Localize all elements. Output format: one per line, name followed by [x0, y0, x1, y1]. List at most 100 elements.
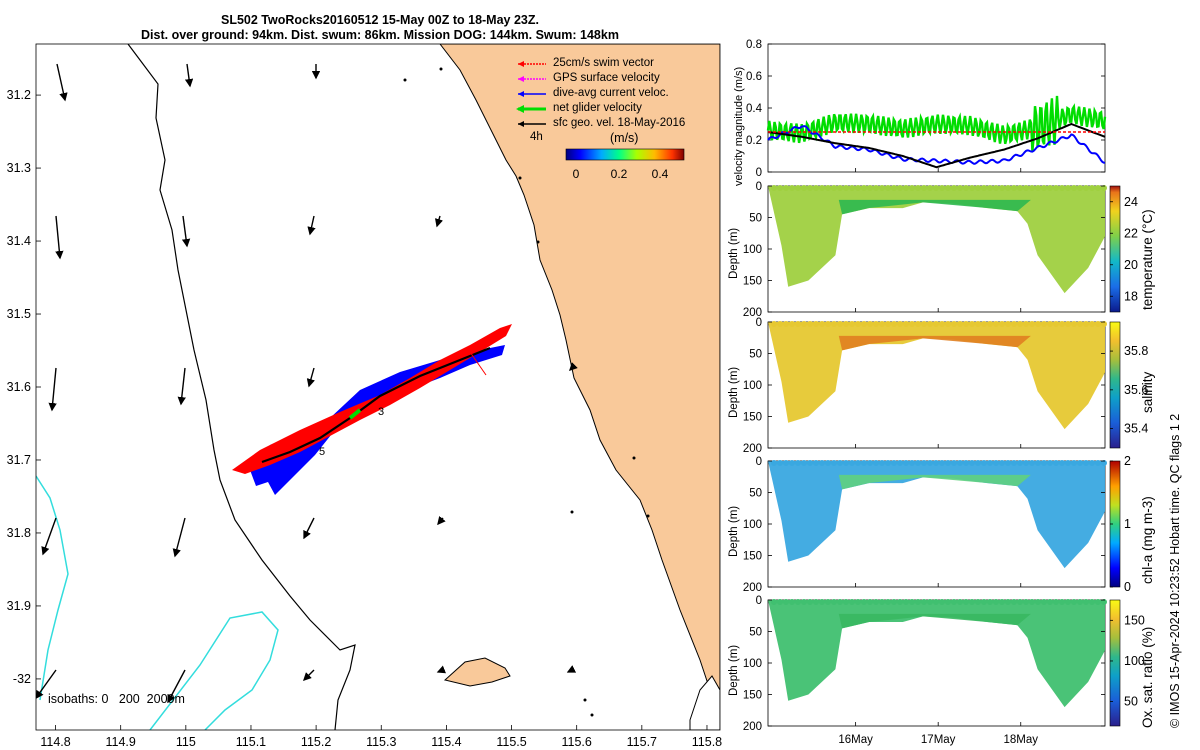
section-chl-surface-layer: [838, 474, 1031, 490]
section-ox-surface-layer: [838, 613, 1031, 629]
section-sal-y-tick-label: 100: [743, 380, 762, 392]
section-temp-colorbar: [1109, 185, 1121, 313]
map-x-tick-label: 115.7: [627, 735, 657, 749]
section-sal-cbar-tick-label: 35.8: [1124, 344, 1148, 358]
track-label-3: 3: [378, 406, 384, 418]
section-ox-y-tick-label: 50: [749, 627, 762, 639]
section-ox-cbar-tick-label: 100: [1124, 654, 1145, 668]
legend-swim-vector: 25cm/s swim vector: [553, 57, 654, 69]
map-y-tick-label: 31.2: [7, 88, 31, 102]
velocity-y-tick-label: 0.2: [746, 135, 762, 147]
dive-avg-current-patch: [250, 345, 505, 495]
chl-depth-label: Depth (m): [728, 505, 740, 557]
legend-net-glider: net glider velocity: [553, 102, 642, 114]
section-sal-y-tick-label: 50: [749, 349, 762, 361]
island: [443, 657, 511, 687]
ox-cbar-label: Ox. sat. ratio (%): [1140, 626, 1155, 728]
section-x-tick-label: 18May: [1003, 734, 1038, 746]
section-ox-colorbar: [1109, 599, 1121, 727]
section-ox-cbar-tick-label: 50: [1124, 695, 1138, 709]
section-x-tick-label: 16May: [838, 734, 873, 746]
map-x-tick-label: 115.4: [431, 735, 461, 749]
isobath-label: isobaths: 0 200 2000m: [48, 692, 185, 706]
map-x-tick-label: 115.2: [301, 735, 331, 749]
section-temp-cbar-tick-label: 24: [1124, 195, 1138, 209]
section-chl-y-tick-label: 200: [743, 582, 762, 594]
section-ox-cbar-tick-label: 150: [1124, 613, 1145, 627]
section-x-axis: 16May 17May 18May: [838, 168, 1038, 746]
estuary: [689, 675, 720, 730]
credit-text: © IMOS 15-Apr-2024 10:23:52 Hobart time.…: [1168, 413, 1182, 728]
map-y-tick-label: 31.5: [7, 307, 31, 321]
map-x-tick-label: 115.5: [496, 735, 526, 749]
section-chl-y-tick-label: 0: [756, 456, 762, 468]
speed-colorbar: [565, 148, 685, 161]
glider-track-line: [261, 346, 491, 464]
velocity-y-tick-label: 0.8: [746, 39, 762, 51]
net-glider-segment: [348, 408, 362, 420]
section-temp-y-tick-label: 150: [743, 276, 762, 288]
section-chl-y-tick-label: 50: [749, 488, 762, 500]
chart-title-line1: SL502 TwoRocks20160512 15-May 00Z to 18-…: [221, 13, 539, 27]
map-y-tick-label: 31.4: [7, 234, 31, 248]
section-sal-cbar-tick-label: 35.6: [1124, 383, 1148, 397]
section-ox-y-tick-label: 0: [756, 595, 762, 607]
temp-depth-label: Depth (m): [728, 227, 740, 279]
section-x-tick-label: 17May: [921, 734, 956, 746]
map-x-tick-label: 115.8: [692, 735, 722, 749]
map-x-tick-label: 115.1: [236, 735, 266, 749]
section-chl-cbar-tick-label: 2: [1124, 454, 1131, 468]
isobath-200m: [127, 44, 356, 730]
temp-cbar-label: temperature (°C): [1140, 209, 1155, 310]
section-temp-cbar-tick-label: 22: [1124, 226, 1138, 240]
map-x-tick-label: 114.8: [40, 735, 70, 749]
track-label-5: 5: [319, 446, 325, 458]
section-temp-y-tick-label: 100: [743, 244, 762, 256]
map-x-tick-label: 114.9: [106, 735, 136, 749]
legend-sfc-geo: sfc geo. vel. 18-May-2016: [553, 117, 685, 129]
sal-cbar-label: salinity: [1140, 371, 1155, 413]
section-chl-field: [768, 461, 1105, 569]
section-sal-colorbar: [1109, 321, 1121, 449]
section-ox-y-tick-label: 100: [743, 658, 762, 670]
section-sal-field: [768, 322, 1105, 430]
section-temp-y-tick-label: 50: [749, 213, 762, 225]
chart-title-line2: Dist. over ground: 94km. Dist. swum: 86k…: [141, 28, 619, 42]
section-chl-y-tick-label: 150: [743, 551, 762, 563]
colorbar-tick-1: 0.2: [611, 167, 628, 181]
section-temp: 0 50 100 150 200 18 20 22 24: [743, 181, 1138, 319]
time-marker-label: 4h: [530, 131, 543, 143]
chl-cbar-label: chl-a (mg m-3): [1140, 496, 1155, 584]
section-chl-cbar-tick-label: 1: [1124, 517, 1131, 531]
section-temp-cbar-tick-label: 20: [1124, 258, 1138, 272]
velocity-y-tick-label: 0: [756, 167, 762, 179]
section-chl-y-tick-label: 100: [743, 519, 762, 531]
section-temp-field: [768, 186, 1105, 294]
map-y-tick-label: 31.7: [7, 453, 31, 467]
legend-dive-avg-current: dive-avg current veloc.: [553, 87, 669, 99]
velocity-y-label: velocity magnitude (m/s): [733, 66, 745, 186]
velocity-series-black: [767, 122, 1106, 169]
map-x-tick-label: 115.6: [562, 735, 592, 749]
section-sal: 0 50 100 150 200 35.4 35.6 35.8: [743, 317, 1149, 455]
map-legend: 25cm/s swim vector GPS surface velocity …: [516, 57, 685, 181]
section-temp-surface-layer: [838, 199, 1031, 215]
section-ox-y-tick-label: 150: [743, 690, 762, 702]
section-temp-y-tick-label: 0: [756, 181, 762, 193]
map-x-tick-label: 115.3: [366, 735, 396, 749]
velocity-y-tick-label: 0.6: [746, 71, 762, 83]
section-sal-surface-layer: [838, 335, 1031, 351]
map-y-tick-label: -32: [13, 672, 31, 686]
swim-vector-band: [232, 324, 512, 474]
section-sal-y-tick-label: 0: [756, 317, 762, 329]
section-ox: 0 50 100 150 200 50 100 150: [743, 595, 1145, 733]
isobath-2000m-south: [149, 611, 279, 730]
section-sal-y-tick-label: 150: [743, 412, 762, 424]
legend-gps-velocity: GPS surface velocity: [553, 72, 660, 84]
map-x-axis: 114.8 114.9 115 115.1 115.2 115.3 115.4 115.5 11…: [40, 725, 722, 749]
colorbar-units: (m/s): [610, 131, 638, 145]
section-panels: 0501001502001820222405010015020035.435.6…: [743, 181, 1149, 733]
isobath-2000m-west: [36, 475, 69, 701]
map-y-axis: 31.2 31.3 31.4 31.5 31.6 31.7 31.8 31.9 -32: [7, 88, 41, 686]
